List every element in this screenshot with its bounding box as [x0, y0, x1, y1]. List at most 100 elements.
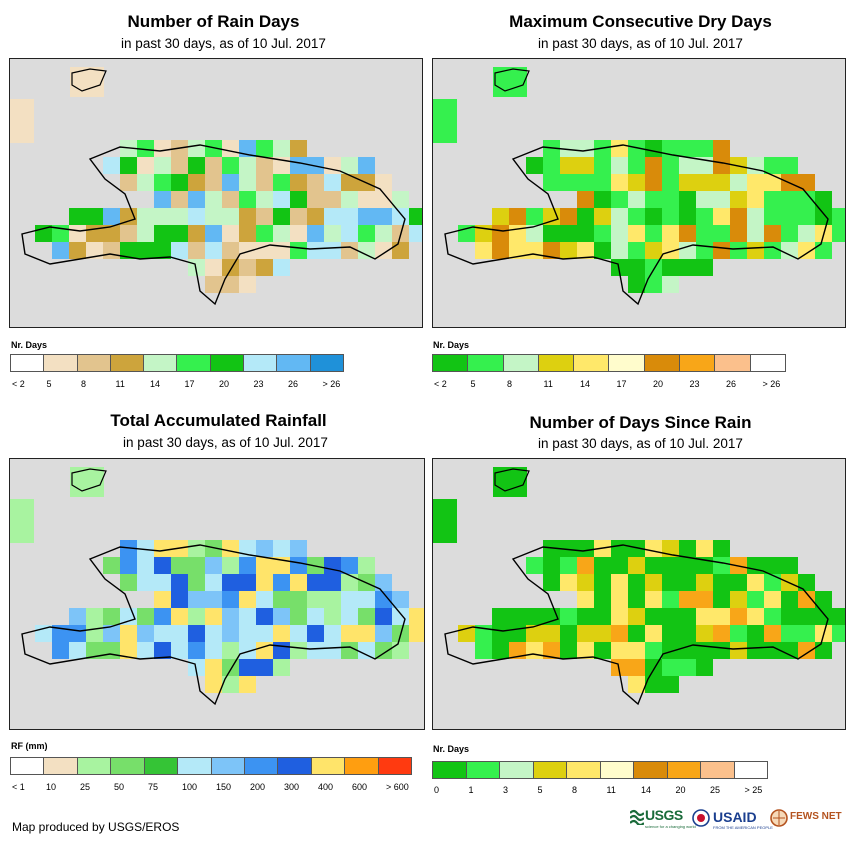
map-grid-cell [781, 157, 798, 174]
map-grid-cell [171, 191, 188, 208]
map-grid-cell [154, 557, 171, 574]
map-grid-cell [696, 242, 713, 259]
map-grid-cell [205, 157, 222, 174]
map-grid-cell [205, 540, 222, 557]
map-grid-cell [696, 625, 713, 642]
map-grid-cell [560, 225, 577, 242]
map-grid-cell [492, 208, 509, 225]
map-grid-cell [628, 540, 645, 557]
map-grid-cell [662, 557, 679, 574]
map-grid-cell [205, 591, 222, 608]
legend-tick-label: 17 [184, 379, 195, 389]
map-grid-cell [560, 574, 577, 591]
panel-title: Number of Days Since Rain [529, 413, 752, 432]
map-grid-cell [239, 242, 256, 259]
map-grid-cell [256, 191, 273, 208]
usgs-mark-icon [630, 809, 644, 825]
map-grid-cell [290, 625, 307, 642]
legend-tick-label: 26 [288, 379, 299, 389]
legend-swatch [110, 355, 145, 371]
map-grid-cell [509, 608, 526, 625]
map-grid-cell [273, 225, 290, 242]
map-grid-cell [375, 591, 392, 608]
map-grid-cell [611, 225, 628, 242]
map-grid-cell [290, 642, 307, 659]
map-grid-cell [696, 591, 713, 608]
map-grid-cell [222, 259, 239, 276]
map-grid-cell [103, 625, 120, 642]
map-grid-cell [645, 276, 662, 293]
map-grid-cell [577, 225, 594, 242]
legend-tick-label: 600 [352, 782, 368, 792]
island-outline [21, 144, 406, 306]
map-grid-cell [307, 242, 324, 259]
map-grid-cell [392, 242, 409, 259]
map-grid-cell [679, 591, 696, 608]
map-grid-cell [611, 174, 628, 191]
island-outline [494, 468, 530, 492]
map-grid-cell [307, 574, 324, 591]
map-grid-cell [645, 191, 662, 208]
map-grid-cell [341, 574, 358, 591]
map-grid-cell [645, 259, 662, 276]
map-grid-cell [375, 208, 392, 225]
map-grid-cell [594, 174, 611, 191]
map-grid-cell [594, 157, 611, 174]
map-grid-cell [324, 591, 341, 608]
panel-subtitle: in past 30 days, as of 10 Jul. 2017 [121, 36, 326, 51]
map-grid-cell [526, 157, 543, 174]
map-grid-cell [543, 625, 560, 642]
map-grid-cell [120, 642, 137, 659]
map-grid-cell [273, 642, 290, 659]
map-grid-cell [645, 140, 662, 157]
map-grid-cell [103, 225, 120, 242]
map-grid-cell [103, 157, 120, 174]
map-grid-cell [69, 608, 86, 625]
map-grid-cell [154, 608, 171, 625]
map-grid-cell [239, 259, 256, 276]
map-grid-cell [273, 191, 290, 208]
legend-swatch [750, 355, 785, 371]
map-grid-cell [781, 242, 798, 259]
map-grid-cell [747, 208, 764, 225]
map-grid-cell [290, 608, 307, 625]
map-grid-cell [171, 591, 188, 608]
map-grid-cell [239, 140, 256, 157]
usaid-wordmark: USAID [713, 809, 757, 825]
legend-tick-label: 0 [434, 785, 440, 795]
map-grid-cell [86, 208, 103, 225]
map-grid-cell [713, 242, 730, 259]
map-grid-cell [324, 174, 341, 191]
map-grid-cell [577, 140, 594, 157]
map-grid-cell [222, 174, 239, 191]
map-grid-cell [69, 242, 86, 259]
legend-swatch [311, 758, 346, 774]
map-grid-cell [239, 191, 256, 208]
map-grid-cell [798, 225, 815, 242]
map-grid-cell [120, 242, 137, 259]
map-grid-cell [409, 625, 424, 642]
legend-swatch [144, 355, 178, 371]
map-grid-cell [154, 174, 171, 191]
map-grid-cell [492, 225, 509, 242]
map-grid-cell [290, 242, 307, 259]
map-grid-cell [392, 591, 409, 608]
panel-max-dry-days: Maximum Consecutive Dry Days in past 30 … [427, 0, 854, 400]
map-grid-cell [492, 608, 509, 625]
map-grid-cell [628, 574, 645, 591]
map-grid-cell [70, 467, 104, 497]
map-grid-cell [341, 591, 358, 608]
map-grid-cell [798, 625, 815, 642]
map-grid-cell [154, 242, 171, 259]
map-grid-cell [713, 225, 730, 242]
map-grid-cell [69, 225, 86, 242]
map-grid-cell [392, 208, 409, 225]
map-grid-cell [205, 225, 222, 242]
map-grid-cell [747, 642, 764, 659]
map-grid-cell [188, 242, 205, 259]
map-grid-cell [222, 591, 239, 608]
map-grid-cell [628, 642, 645, 659]
map-grid-cell [645, 157, 662, 174]
map-grid-cell [594, 557, 611, 574]
map-grid-cell [137, 140, 154, 157]
